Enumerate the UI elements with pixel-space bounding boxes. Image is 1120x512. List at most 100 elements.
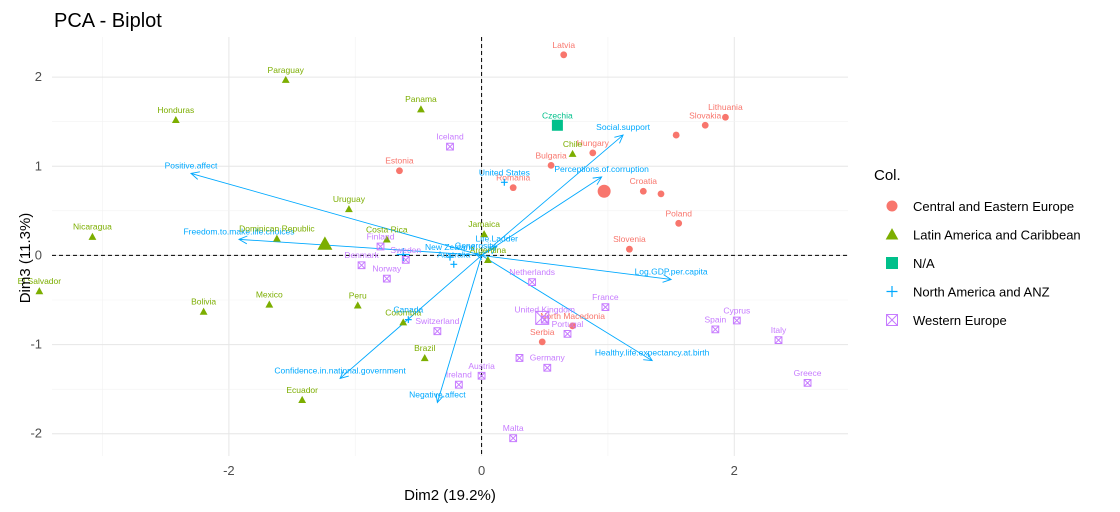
data-point [199,307,208,315]
data-point [404,316,412,324]
point-label: Jamaica [468,219,500,229]
arrow-shaft [481,254,672,280]
data-point [420,354,429,362]
data-point [382,274,391,283]
arrow-shaft [475,253,482,256]
point-label: Ireland [446,370,472,380]
data-point [528,278,537,287]
point-label: Finland [367,232,395,242]
point-label: Germany [530,353,566,363]
data-point [672,131,680,139]
data-point [433,327,442,336]
group-centroid [597,184,611,198]
point-label: Norway [372,264,402,274]
data-point [701,121,709,129]
point-label: Peru [349,290,367,300]
point-label: Greece [794,368,822,378]
data-point [450,260,458,268]
legend-title: Col. [874,167,901,184]
data-point [401,255,410,264]
point-label: Spain [704,314,726,324]
legend-label: Western Europe [913,313,1007,328]
data-point [774,336,783,345]
point-label: Netherlands [509,267,555,277]
point-label: Canada [393,305,423,315]
point-label: Poland [665,208,692,218]
data-point [515,354,524,362]
arrow-head [614,134,624,144]
data-point [657,190,665,198]
arrow-head [643,352,654,362]
arrow-label: Social.support [596,122,651,132]
point-label: Dominican Republic [239,223,315,233]
point-label: Chile [563,139,583,149]
point-label: New Zealand [425,242,475,252]
point-label: Lithuania [708,102,743,112]
legend-label: Latin America and Caribbean [913,228,1081,243]
point-label: United Kingdom [515,305,575,315]
data-point [345,205,353,213]
x-axis-label: Dim2 (19.2%) [404,487,496,504]
x-tick-label: 2 [731,463,738,478]
arrow-shaft [436,255,483,403]
data-point [454,380,463,389]
data-point [483,255,492,264]
data-point [560,51,568,59]
group-centroid [317,236,333,250]
variable-arrows: Positive.affect Freedom.to.make.life.choi… [165,122,710,404]
y-tick-label: -2 [30,426,42,441]
point-label: Bulgaria [535,150,566,160]
point-label: Slovakia [689,110,721,120]
data-point [543,363,552,372]
point-label: Latvia [552,40,575,50]
point-label: Switzerland [415,316,459,326]
data-point [298,395,307,403]
point-label: Uruguay [333,194,366,204]
arrow-label: Positive.affect [165,160,218,170]
arrow-head [189,171,200,180]
point-label: Italy [771,325,787,335]
arrow-head [237,235,248,245]
data-point [601,303,610,312]
data-point [547,161,555,169]
point-label: Ecuador [286,385,318,395]
point-label: Estonia [385,156,414,166]
point-label: Portugal [552,319,584,329]
legend-key [886,257,898,269]
point-label: Colombia [385,307,421,317]
arrow-shaft [190,172,482,256]
chart-title: PCA - Biplot [54,10,162,32]
y-tick-label: 2 [35,69,42,84]
data-point [722,113,729,121]
point-label: Sweden [390,245,421,255]
data-point [376,242,385,251]
legend-key [885,228,899,240]
point-label: Argentina [470,245,507,255]
data-point [399,318,408,326]
data-point [500,178,508,186]
point-label: Croatia [630,176,658,186]
arrow-label: Log.GDP.per.capita [635,266,708,276]
arrow-head [487,245,498,255]
data-point [35,287,44,295]
data-point [675,219,683,227]
point-label: Slovenia [613,234,646,244]
data-point [446,142,454,151]
arrow-shaft [238,238,482,256]
arrow-label: Life.Ladder [475,234,518,244]
data-point [711,325,720,334]
point-label: Denmark [344,250,379,260]
point-label: Czechia [542,110,573,120]
arrow-label: Confidence.in.national.government [274,365,406,375]
group-centroid [396,248,410,262]
point-label: Australia [437,249,470,259]
arrow-head [339,369,349,380]
arrow-head [474,251,485,260]
data-point [446,253,454,261]
x-tick-label: -2 [223,463,235,478]
arrow-head [435,393,444,404]
arrow-label: Freedom.to.make.life.choices [183,226,294,236]
point-label: Iceland [436,132,464,142]
legend-label: North America and ANZ [913,285,1050,300]
